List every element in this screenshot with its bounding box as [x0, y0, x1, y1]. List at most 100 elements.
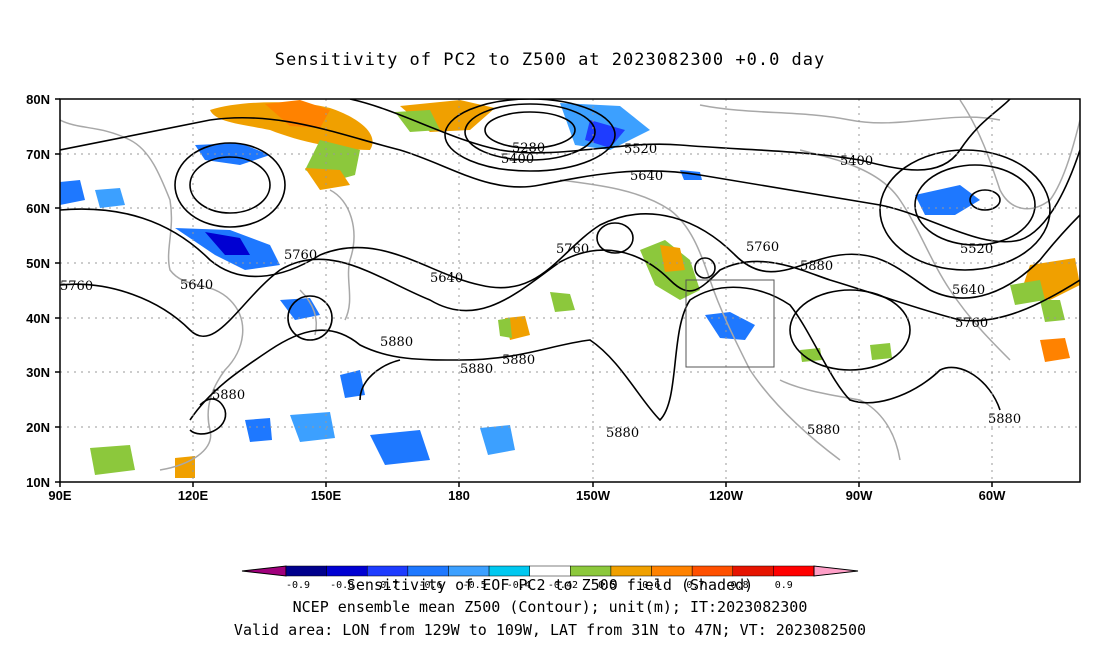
coastlines [60, 99, 1080, 471]
z500-contours [60, 99, 1080, 435]
contour-5640-main [60, 208, 1080, 299]
contour-label: 5280 [512, 141, 545, 156]
shade-green-us [800, 348, 822, 362]
colorbar-label: -0.6 [418, 580, 442, 591]
colorbar-swatch [610, 565, 652, 577]
contour-low-west-2 [174, 142, 286, 228]
contour-small-low-2 [694, 257, 716, 279]
shade-orange-arctic [210, 102, 373, 150]
colorbar-swatch [407, 565, 449, 577]
shade-blue-tropics-4 [480, 425, 515, 455]
contour-5880-sw [189, 398, 227, 435]
contour-label: 5760 [556, 242, 589, 257]
contour-5880-main [189, 286, 1001, 422]
contour-low-east-3 [879, 149, 1051, 271]
colorbar-swatch [326, 565, 368, 577]
contour-label: 5880 [460, 362, 493, 377]
colorbar-label: -0.8 [330, 580, 354, 591]
lat-label: 10N [26, 475, 50, 490]
tick-marks [55, 98, 993, 487]
contour-high-japan [287, 295, 333, 341]
coast-hudson [799, 149, 1011, 361]
lon-label: 180 [448, 488, 470, 503]
map-frame [59, 98, 1081, 483]
colorbar-swatch [651, 565, 693, 577]
lon-label: 90W [846, 488, 873, 503]
colorbar-arrow-low [241, 565, 287, 577]
contour-label: 5640 [180, 278, 213, 293]
contour-label: 5520 [624, 142, 657, 157]
colorbar-swatch [366, 565, 409, 577]
colorbar-label: -0.42 [548, 580, 578, 591]
valid-area-box [685, 279, 775, 368]
coast-gulf [779, 379, 901, 461]
colorbar-swatch [448, 565, 490, 577]
colorbar-label: 0.9 [775, 580, 793, 591]
colorbar-swatch [529, 565, 571, 577]
colorbar-swatch [570, 565, 612, 577]
shade-orange-canada [660, 245, 685, 272]
colorbar-label: 0.6 [642, 580, 660, 591]
colorbar-label: 0.5 [598, 580, 616, 591]
shade-blue-tropics-3 [370, 430, 430, 465]
shade-orange-arctic-2 [265, 100, 330, 128]
shade-green-us-2 [870, 343, 892, 360]
lat-axis: 80N 70N 60N 50N 40N 30N 20N 10N [26, 92, 50, 490]
shade-green-pacific [498, 318, 512, 338]
lat-lon-grid [60, 99, 1080, 482]
colorbar-label: 0.7 [686, 580, 704, 591]
colorbar-swatch [285, 565, 327, 577]
lon-label: 90E [48, 488, 71, 503]
contour-low-east-2 [914, 164, 1036, 246]
contour-label: 5760 [284, 248, 317, 263]
lon-label: 120W [709, 488, 744, 503]
contour-label: 5880 [988, 412, 1021, 427]
shade-blue-siberia-2 [205, 232, 250, 255]
lon-label: 120E [178, 488, 209, 503]
shade-blue-coast [60, 180, 85, 205]
lon-axis: 90E 120E 150E 180 150W 120W 90W 60W [48, 488, 1006, 503]
shade-blue-tropics-5 [340, 370, 365, 398]
map-title: Sensitivity of PC2 to Z500 at 2023082300… [274, 50, 826, 70]
contour-label: 5880 [800, 259, 833, 274]
contour-label: 5640 [952, 283, 985, 298]
colorbar-label: -0.9 [286, 580, 310, 591]
colorbar-arrow-high [813, 565, 859, 577]
contour-small-low [596, 222, 634, 254]
contour-5520-main [60, 116, 1080, 243]
footer-shaded-caption: Sensitivity of EOF PC2 to Z500 field (Sh… [346, 576, 754, 594]
contour-label: 5640 [630, 169, 663, 184]
shade-orange-atlantic-2 [1040, 338, 1070, 362]
contour-5880-pacific [359, 359, 401, 401]
contour-label: 5760 [955, 316, 988, 331]
shade-blue-coast-2 [95, 188, 125, 208]
contour-5400-inner [464, 103, 596, 161]
contour-label: 5880 [606, 426, 639, 441]
coast-kamchatka [329, 189, 355, 321]
lat-label: 80N [26, 92, 50, 107]
colorbar-label: -0.7 [374, 580, 398, 591]
contour-5520-inner [444, 99, 616, 172]
coast-asia [60, 119, 244, 471]
colorbar-label: -0.5 [463, 580, 487, 591]
contour-5280 [484, 111, 576, 149]
contour-label: 5760 [746, 240, 779, 255]
colorbar-swatch [691, 565, 734, 577]
shade-orange-tropics [175, 456, 195, 478]
contour-5400-main [349, 99, 1011, 171]
contour-5760-main [60, 249, 1080, 338]
shade-blue-arctic-2 [585, 120, 625, 148]
coast-arctic-ca [699, 104, 1001, 124]
lon-label: 60W [979, 488, 1006, 503]
lat-label: 40N [26, 311, 50, 326]
shade-blue-westus [705, 312, 755, 340]
contour-label: 5760 [60, 279, 93, 294]
coast-greenland [959, 99, 1080, 210]
shade-orange-siberia [305, 168, 350, 190]
colorbar-label: -0.4 [507, 580, 531, 591]
colorbar: -0.9 -0.8 -0.7 -0.6 -0.5 -0.4 -0.42 0.5 0.6 0.7 0.… [241, 565, 859, 591]
footer-valid-area: Valid area: LON from 129W to 109W, LAT f… [233, 621, 867, 639]
shade-green-mid [550, 292, 575, 312]
contour-label: 5880 [502, 353, 535, 368]
